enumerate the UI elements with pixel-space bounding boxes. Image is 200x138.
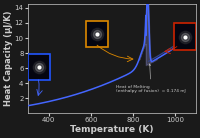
- FancyBboxPatch shape: [86, 21, 108, 47]
- FancyBboxPatch shape: [174, 23, 196, 50]
- Y-axis label: Heat Capacity (μJ/K): Heat Capacity (μJ/K): [4, 11, 13, 107]
- X-axis label: Temperature (K): Temperature (K): [70, 125, 154, 134]
- Text: Heat of Melting
(enthalpy of fusion)  = 0.174 mJ: Heat of Melting (enthalpy of fusion) = 0…: [116, 64, 186, 93]
- FancyBboxPatch shape: [28, 54, 50, 80]
